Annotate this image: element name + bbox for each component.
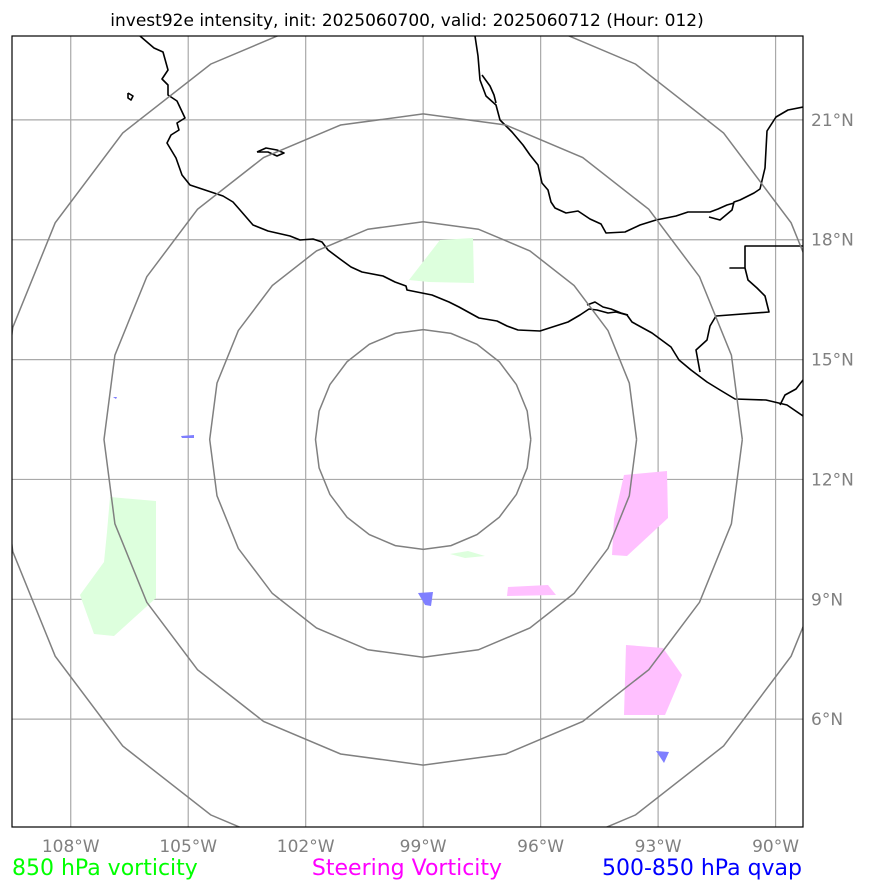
coastline-central-america (779, 379, 803, 406)
longitude-tick-label: 90°W (752, 837, 799, 857)
legend-qvap: 500-850 hPa qvap (602, 856, 802, 881)
longitude-tick-label: 93°W (635, 837, 682, 857)
range-ring (314, 328, 532, 551)
coastline-lagoon (481, 74, 497, 104)
coastline-layer (127, 36, 803, 417)
latitude-tick-label: 6°N (811, 710, 843, 730)
border-guatemala (695, 245, 803, 373)
range-ring (208, 221, 638, 658)
legend-steering-vorticity: Steering Vorticity (312, 856, 502, 881)
range-rings (12, 36, 803, 827)
figure-title: invest92e intensity, init: 2025060700, v… (110, 11, 703, 31)
latitude-tick-label: 9°N (811, 590, 843, 610)
vorticity-850-region (450, 551, 485, 558)
longitude-tick-label: 96°W (517, 837, 564, 857)
vorticity-850-region (409, 238, 474, 283)
vorticity-850-layer (80, 238, 485, 636)
steering-vorticity-region (507, 585, 556, 596)
legend-vorticity-850: 850 hPa vorticity (12, 856, 198, 881)
qvap-region (656, 751, 669, 763)
longitude-tick-label: 105°W (159, 837, 217, 857)
coastline-islas-marias (256, 147, 285, 157)
latitude-tick-label: 15°N (811, 351, 854, 371)
steering-vorticity-region (612, 471, 668, 556)
qvap-region (181, 435, 194, 438)
latitude-tick-label: 21°N (811, 111, 854, 131)
coastline-isthmus-lagoon (586, 301, 629, 316)
legend: 850 hPa vorticity Steering Vorticity 500… (12, 856, 802, 881)
longitude-tick-label: 108°W (42, 837, 100, 857)
range-ring (103, 113, 744, 766)
steering-vorticity-region (624, 645, 682, 715)
qvap-region (418, 592, 433, 606)
graticule (12, 36, 803, 827)
longitude-tick-label: 99°W (400, 837, 447, 857)
qvap-region (113, 397, 117, 399)
coastline-yucatan (708, 106, 803, 221)
coastline-mexico-pacific (139, 36, 803, 417)
map-area (12, 36, 803, 827)
latitude-tick-label: 18°N (811, 231, 854, 251)
map-frame (11, 35, 804, 828)
coastline-islands (127, 92, 134, 101)
steering-vorticity-layer (507, 471, 682, 715)
latitude-labels: 21°N 18°N 15°N 12°N 9°N 6°N (811, 111, 854, 730)
coastline-gulf-of-mexico (474, 36, 735, 234)
latitude-tick-label: 12°N (811, 470, 854, 490)
vorticity-850-region (80, 497, 156, 636)
qvap-layer (113, 397, 669, 763)
range-ring (12, 36, 803, 827)
longitude-labels: 108°W 105°W 102°W 99°W 96°W 93°W 90°W (42, 837, 799, 857)
longitude-tick-label: 102°W (277, 837, 335, 857)
